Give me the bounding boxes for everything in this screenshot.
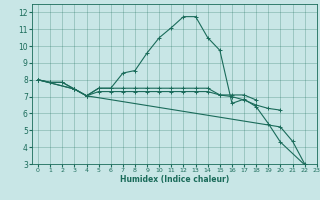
X-axis label: Humidex (Indice chaleur): Humidex (Indice chaleur) [120, 175, 229, 184]
